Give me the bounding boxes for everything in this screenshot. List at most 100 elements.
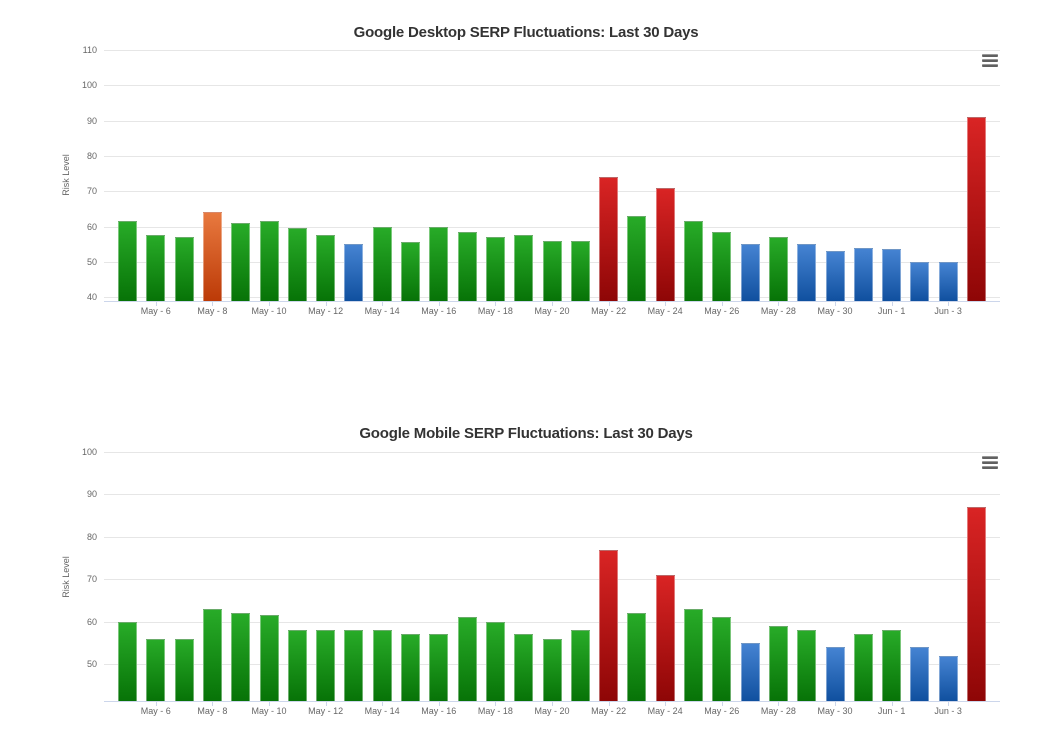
bar-may-21[interactable] <box>570 630 590 701</box>
bar-may-8[interactable] <box>202 212 222 301</box>
bar-may-10[interactable] <box>259 221 279 301</box>
bar-may-31[interactable] <box>853 247 873 301</box>
bar-may-9[interactable] <box>231 222 251 301</box>
x-tick-label: May - 18 <box>477 306 513 316</box>
bar-jun-2[interactable] <box>910 261 930 301</box>
bar-may-30[interactable] <box>825 251 845 301</box>
gridline <box>104 579 1000 581</box>
y-tick-label: 90 <box>86 115 97 126</box>
bar-may-18[interactable] <box>485 237 505 301</box>
bar-may-12[interactable] <box>316 235 336 301</box>
bar-may-26[interactable] <box>712 617 732 701</box>
bar-may-5[interactable] <box>118 621 137 701</box>
x-tick-label: Jun - 1 <box>877 306 906 316</box>
x-axis-tick <box>155 702 157 706</box>
bar-may-21[interactable] <box>570 240 590 301</box>
bar-may-15[interactable] <box>401 242 420 301</box>
bar-jun-1[interactable] <box>882 630 902 701</box>
bar-may-16[interactable] <box>429 634 449 701</box>
x-axis-tick <box>665 302 667 306</box>
bar-may-27[interactable] <box>740 642 760 701</box>
bar-may-20[interactable] <box>542 240 562 301</box>
bar-may-18[interactable] <box>485 621 505 701</box>
bar-may-15[interactable] <box>401 634 420 701</box>
bar-may-25[interactable] <box>684 221 703 301</box>
bar-jun-3[interactable] <box>938 261 958 301</box>
bar-jun-2[interactable] <box>910 647 930 701</box>
bar-may-23[interactable] <box>627 215 647 301</box>
x-tick-label: May - 8 <box>197 706 228 716</box>
bar-may-19[interactable] <box>514 634 534 701</box>
y-tick-label: 60 <box>86 221 97 232</box>
x-axis-tick <box>325 302 327 306</box>
x-tick-label: Jun - 3 <box>934 306 962 316</box>
bar-may-7[interactable] <box>174 638 194 701</box>
bar-jun-4[interactable] <box>967 507 986 701</box>
chart-title: Google Desktop SERP Fluctuations: Last 3… <box>353 24 699 41</box>
bar-may-26[interactable] <box>712 231 732 301</box>
bar-may-23[interactable] <box>627 613 647 701</box>
bar-may-11[interactable] <box>287 228 307 301</box>
bar-may-20[interactable] <box>542 638 562 701</box>
bar-jun-4[interactable] <box>967 117 986 301</box>
y-tick-label: 40 <box>86 292 97 303</box>
x-axis-tick <box>778 702 780 706</box>
bar-may-28[interactable] <box>768 237 788 301</box>
bar-may-19[interactable] <box>514 235 534 301</box>
bar-may-30[interactable] <box>825 647 845 701</box>
bar-may-7[interactable] <box>174 237 194 301</box>
y-tick-label: 70 <box>86 186 97 197</box>
x-axis-tick <box>948 302 950 306</box>
bar-may-10[interactable] <box>259 615 279 701</box>
gridline <box>104 226 1000 228</box>
x-tick-label: May - 14 <box>364 706 400 716</box>
x-axis-tick <box>778 302 780 306</box>
x-axis-tick <box>891 702 893 706</box>
bar-may-9[interactable] <box>231 613 251 701</box>
bar-may-25[interactable] <box>684 608 703 701</box>
bar-may-31[interactable] <box>853 634 873 701</box>
bar-may-13[interactable] <box>344 244 364 301</box>
bar-may-17[interactable] <box>457 231 477 301</box>
x-tick-label: May - 28 <box>760 706 796 716</box>
bar-may-24[interactable] <box>655 187 675 301</box>
bar-may-28[interactable] <box>768 625 788 701</box>
bar-may-27[interactable] <box>740 244 760 301</box>
x-tick-label: May - 24 <box>647 706 683 716</box>
y-tick-label: 50 <box>86 659 97 670</box>
x-axis-tick <box>269 302 270 306</box>
hamburger-menu-icon[interactable] <box>981 53 1001 69</box>
gridline <box>104 85 1000 87</box>
bar-may-11[interactable] <box>287 630 307 701</box>
bar-may-14[interactable] <box>372 226 392 301</box>
y-tick-label: 70 <box>86 574 97 585</box>
bar-jun-3[interactable] <box>938 655 958 701</box>
bar-may-6[interactable] <box>146 235 166 301</box>
x-tick-label: May - 22 <box>591 306 627 316</box>
bar-may-29[interactable] <box>797 244 817 301</box>
bar-may-5[interactable] <box>118 221 137 301</box>
bar-may-12[interactable] <box>316 630 336 701</box>
bar-may-6[interactable] <box>146 638 166 701</box>
x-axis-tick <box>891 302 893 306</box>
bar-may-22[interactable] <box>599 549 619 701</box>
x-tick-label: May - 18 <box>477 706 513 716</box>
bar-jun-1[interactable] <box>882 249 902 301</box>
x-tick-label: May - 16 <box>421 306 457 316</box>
x-axis-tick <box>835 302 836 306</box>
bar-may-29[interactable] <box>797 630 817 701</box>
x-axis-tick <box>665 702 667 706</box>
gridline <box>104 191 1000 193</box>
x-tick-label: May - 8 <box>197 306 228 316</box>
x-tick-label: May - 20 <box>534 306 570 316</box>
hamburger-menu-icon[interactable] <box>981 455 1001 471</box>
bar-may-13[interactable] <box>344 630 364 701</box>
bar-may-24[interactable] <box>655 575 675 701</box>
plot-area: 100 90 80 70 60 50 May - 6 May - 8 May - 10 May -… <box>82 447 1000 716</box>
bar-may-16[interactable] <box>429 226 449 301</box>
bar-may-22[interactable] <box>599 177 619 301</box>
bar-may-8[interactable] <box>202 608 222 701</box>
bar-may-17[interactable] <box>457 617 477 701</box>
bar-may-14[interactable] <box>372 630 392 701</box>
